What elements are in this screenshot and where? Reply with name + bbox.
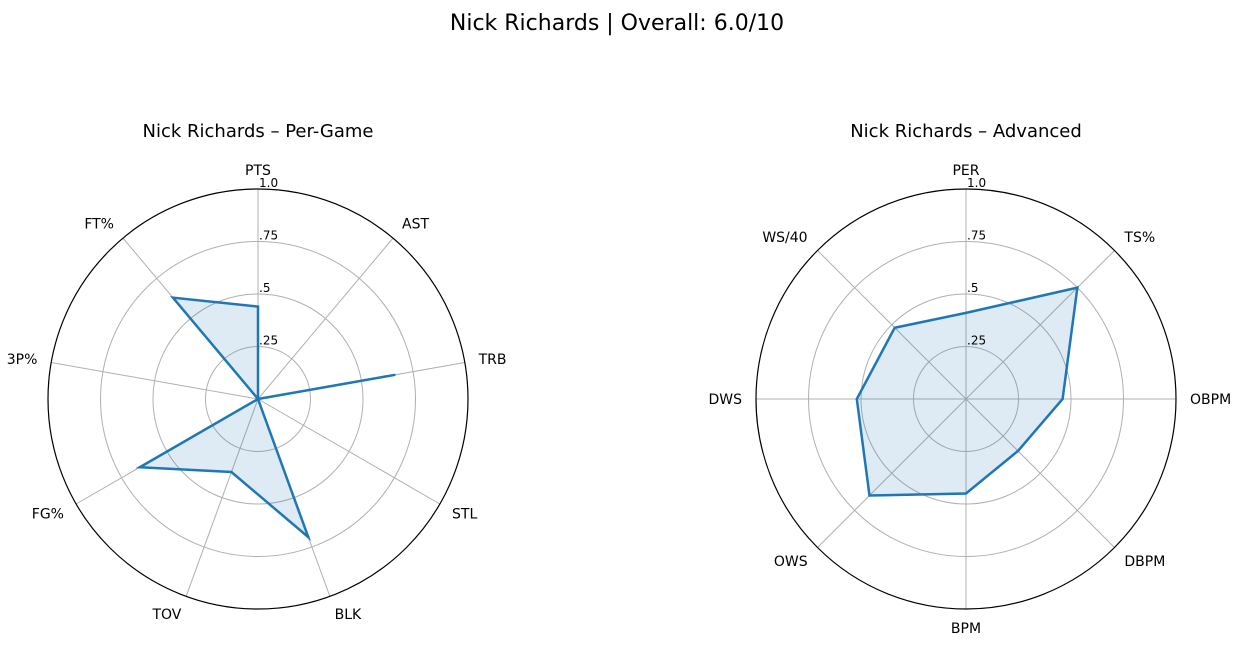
- category-label-ts-pct: TS%: [1123, 230, 1155, 246]
- category-label-fg-pct: FG%: [32, 507, 64, 523]
- series-area-advanced: [856, 287, 1078, 496]
- category-label-bpm: BPM: [951, 621, 981, 637]
- r-tick-label: 1.0: [967, 176, 986, 190]
- data-point-fg-pct: [138, 466, 141, 469]
- outer-spine: [47, 188, 469, 610]
- data-point-ows: [868, 494, 871, 497]
- r-tick-label: .5: [259, 281, 270, 295]
- category-label-ft-pct: FT%: [84, 217, 114, 233]
- category-label-ast: AST: [402, 217, 429, 233]
- category-label-pts: PTS: [245, 163, 271, 179]
- data-point-trb: [393, 373, 396, 377]
- data-point-bpm: [964, 492, 968, 495]
- axis-spoke-ws-per-40: [817, 250, 967, 400]
- data-point-dws: [855, 397, 858, 401]
- r-tick-label: 1.0: [259, 176, 278, 190]
- data-point-obpm: [1061, 397, 1064, 401]
- data-point-pts: [256, 305, 260, 308]
- r-tick-label: .5: [967, 281, 978, 295]
- panel-title-advanced: Nick Richards – Advanced: [850, 121, 1082, 142]
- data-point-blk: [307, 535, 310, 539]
- category-label-dbpm: DBPM: [1124, 554, 1165, 570]
- axis-spoke-dbpm: [965, 398, 1115, 548]
- axis-spoke-ast: [257, 237, 394, 400]
- category-label-blk: BLK: [335, 607, 362, 623]
- category-label-3p-pct: 3P%: [7, 352, 38, 368]
- r-tick-label: .75: [967, 229, 986, 243]
- data-point-dbpm: [1016, 449, 1020, 453]
- series-area-per-game: [139, 297, 395, 538]
- axis-spoke-stl: [257, 398, 441, 505]
- data-point-per: [964, 311, 968, 315]
- data-point-ts-pct: [1076, 286, 1079, 289]
- data-point-ft-pct: [171, 296, 175, 299]
- r-tick-label: .25: [259, 334, 278, 348]
- axis-spoke-tov: [185, 398, 259, 597]
- axis-spoke-ows: [817, 398, 967, 548]
- category-label-ows: OWS: [774, 554, 808, 570]
- category-label-trb: TRB: [478, 352, 507, 368]
- data-point-ws-per-40: [893, 326, 896, 329]
- data-point-3p-pct: [256, 397, 260, 401]
- axis-spoke-3p-pct: [51, 362, 259, 400]
- data-point-tov: [230, 470, 233, 474]
- category-label-per: PER: [952, 163, 979, 179]
- axis-spoke-ts-pct: [965, 250, 1115, 400]
- figure-title: Nick Richards | Overall: 6.0/10: [450, 11, 784, 36]
- category-label-ws-per-40: WS/40: [762, 230, 807, 246]
- category-label-obpm: OBPM: [1190, 392, 1231, 408]
- category-label-stl: STL: [452, 507, 477, 523]
- panel-title-per-game: Nick Richards – Per-Game: [143, 121, 374, 142]
- r-tick-label: .25: [967, 334, 986, 348]
- outer-spine: [755, 188, 1177, 610]
- r-tick-label: .75: [259, 229, 278, 243]
- category-label-dws: DWS: [708, 392, 742, 408]
- series-line-per-game: [135, 296, 395, 542]
- category-label-tov: TOV: [151, 607, 181, 623]
